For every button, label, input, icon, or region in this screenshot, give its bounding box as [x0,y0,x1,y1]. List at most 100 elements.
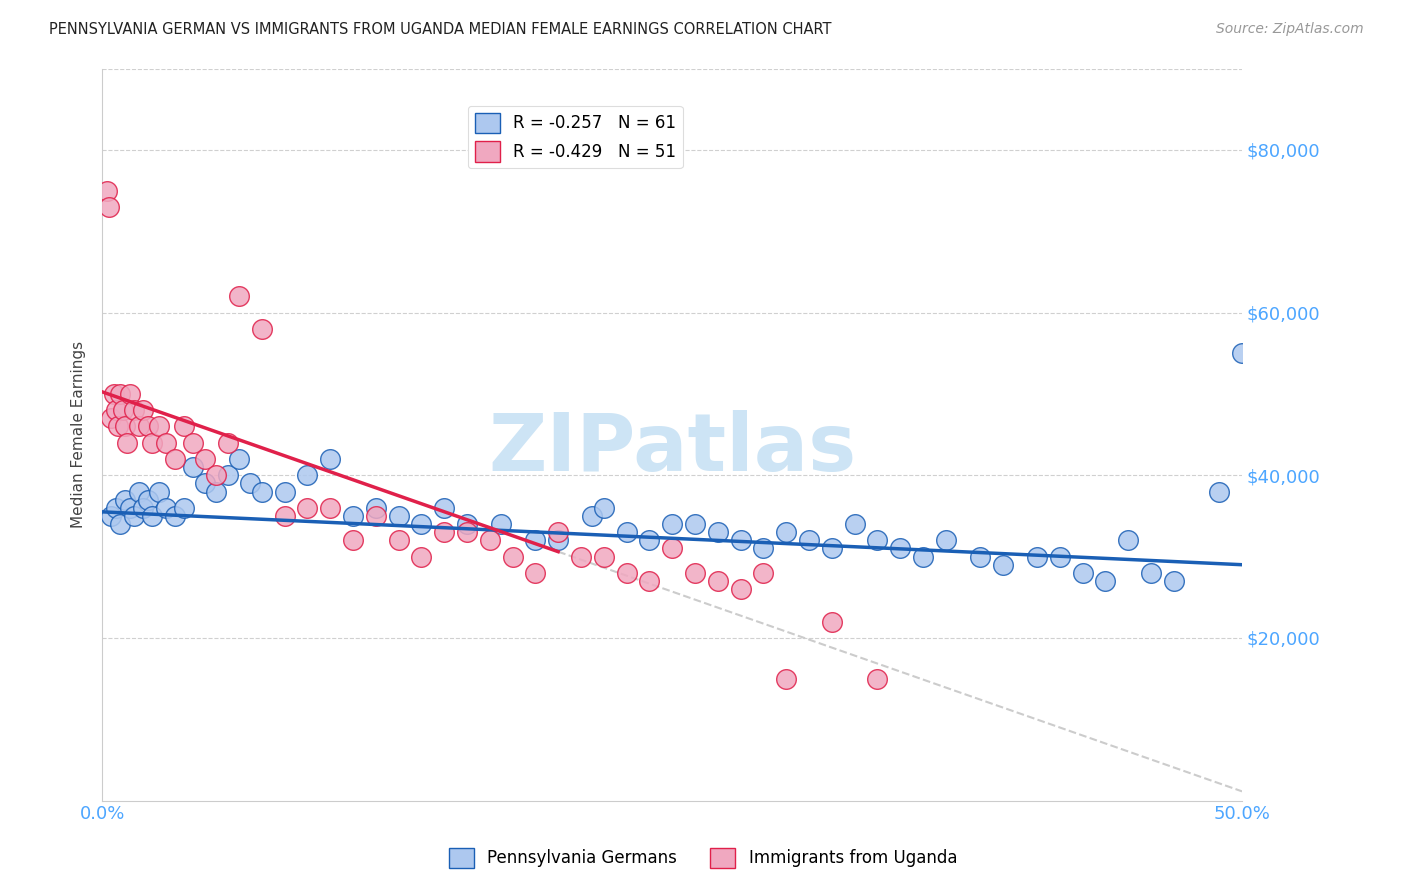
Point [297,500,319,515]
Point [96,184,118,198]
Point [103,387,125,401]
Point [132,403,155,417]
Point [569,549,592,564]
Text: ZIPatlas: ZIPatlas [488,410,856,488]
Point [100,508,122,523]
Point [489,516,512,531]
Point [183,460,205,475]
Point [319,500,342,515]
Point [866,533,889,548]
Point [122,508,145,523]
Point [969,549,991,564]
Point [1208,484,1230,499]
Point [730,533,752,548]
Point [1071,566,1094,580]
Point [524,566,547,580]
Point [239,476,262,491]
Point [866,672,889,686]
Point [141,508,163,523]
Point [118,387,141,401]
Point [433,525,456,540]
Y-axis label: Median Female Earnings: Median Female Earnings [72,341,86,528]
Point [132,500,155,515]
Point [592,500,614,515]
Point [1140,566,1163,580]
Point [547,533,569,548]
Point [911,549,934,564]
Point [387,508,409,523]
Point [387,533,409,548]
Point [205,468,228,483]
Point [456,516,478,531]
Point [706,525,728,540]
Point [797,533,820,548]
Point [1116,533,1139,548]
Point [1025,549,1047,564]
Point [456,525,478,540]
Point [165,508,187,523]
Point [502,549,524,564]
Point [616,525,638,540]
Point [433,500,456,515]
Point [114,419,136,434]
Point [165,452,187,467]
Point [1230,346,1253,360]
Point [205,484,228,499]
Point [228,452,250,467]
Point [250,484,273,499]
Point [194,452,217,467]
Legend: R = -0.257   N = 61, R = -0.429   N = 51: R = -0.257 N = 61, R = -0.429 N = 51 [468,106,682,169]
Point [364,500,387,515]
Point [844,516,866,531]
Point [1049,549,1071,564]
Point [173,419,195,434]
Point [319,452,342,467]
Point [117,435,139,450]
Point [775,672,797,686]
Point [683,516,706,531]
Point [730,582,752,596]
Point [148,419,170,434]
Point [110,387,132,401]
Point [107,419,129,434]
Point [342,533,364,548]
Text: Source: ZipAtlas.com: Source: ZipAtlas.com [1216,22,1364,37]
Point [217,468,239,483]
Point [638,533,661,548]
Point [547,525,569,540]
Point [364,508,387,523]
Legend: Pennsylvania Germans, Immigrants from Uganda: Pennsylvania Germans, Immigrants from Ug… [441,841,965,875]
Point [752,566,775,580]
Point [136,492,159,507]
Point [342,508,364,523]
Point [411,516,433,531]
Point [991,558,1014,572]
Point [273,484,295,499]
Point [821,615,844,629]
Text: PENNSYLVANIA GERMAN VS IMMIGRANTS FROM UGANDA MEDIAN FEMALE EARNINGS CORRELATION: PENNSYLVANIA GERMAN VS IMMIGRANTS FROM U… [49,22,832,37]
Point [1094,574,1116,588]
Point [297,468,319,483]
Point [616,566,638,580]
Point [114,492,136,507]
Point [524,533,547,548]
Point [889,541,911,556]
Point [111,403,134,417]
Point [752,541,775,556]
Point [155,500,177,515]
Point [411,549,433,564]
Point [100,411,122,425]
Point [228,289,250,303]
Point [110,516,132,531]
Point [683,566,706,580]
Point [122,403,145,417]
Point [104,403,127,417]
Point [821,541,844,556]
Point [1163,574,1185,588]
Point [128,484,150,499]
Point [581,508,603,523]
Point [128,419,150,434]
Point [173,500,195,515]
Point [141,435,163,450]
Point [775,525,797,540]
